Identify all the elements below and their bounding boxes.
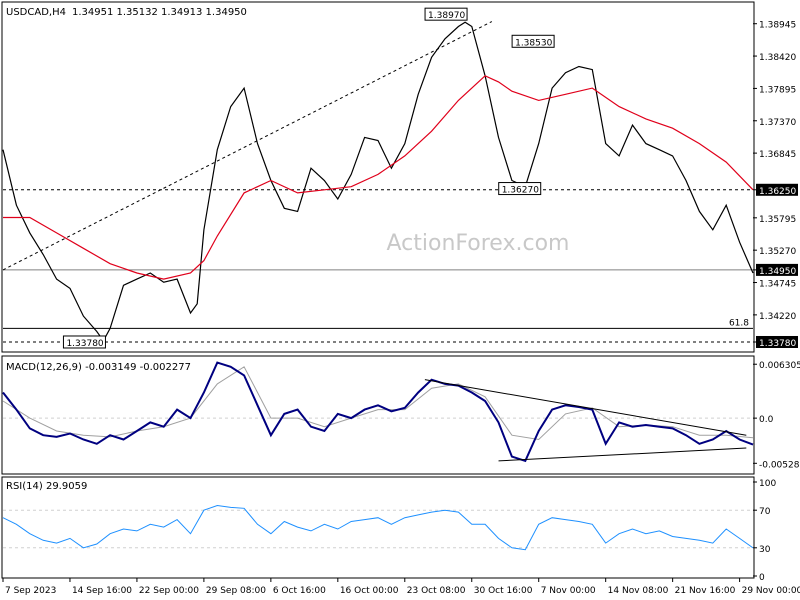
price-y-tick-label: 1.35795 <box>759 215 796 225</box>
price-line <box>2 21 754 342</box>
price-trendline <box>2 21 493 271</box>
price-annotations: 1.38970 1.38530 1.36270 1.33780 <box>62 7 555 349</box>
macd-trendline <box>424 379 747 436</box>
rsi-y-tick-label: 30 <box>759 545 771 555</box>
rsi-series-group <box>2 504 754 551</box>
price-y-tick-label-box <box>756 263 798 276</box>
price-series-group <box>2 21 754 342</box>
macd-y-tick-label: 0.0 <box>759 415 774 425</box>
rsi-panel-frame <box>1 476 755 579</box>
x-tick-label: 23 Oct 08:00 <box>407 586 466 596</box>
price-annotation-box <box>511 34 555 48</box>
macd-y-tick-label: -0.005283 <box>759 460 800 470</box>
price-y-tick-label-box <box>756 335 798 348</box>
macd-trendline <box>498 447 747 462</box>
price-annotation-label: 1.38530 <box>515 38 552 48</box>
x-axis: 7 Sep 2023 14 Sep 16:00 22 Sep 00:00 29 Sep… <box>2 578 800 596</box>
header-symbol: USDCAD,H4 <box>6 7 66 18</box>
price-annotation-box <box>498 182 542 196</box>
x-tick-label: 29 Nov 00:00 <box>742 586 800 596</box>
macd-title: MACD(12,26,9) -0.003149 -0.002277 <box>6 362 191 373</box>
macd-axis: 0.006305 0.0 -0.005283 <box>3 361 800 470</box>
chart-header: USDCAD,H4 1.34951 1.35132 1.34913 1.34950 <box>6 7 247 18</box>
price-y-tick-label: 1.34220 <box>759 312 796 322</box>
price-annotation-box <box>424 7 468 21</box>
price-annotation-label: 1.38970 <box>428 11 465 21</box>
x-tick-label: 16 Oct 00:00 <box>340 586 399 596</box>
price-y-tick-label: 1.34950 <box>759 267 796 277</box>
price-y-tick-label: 1.36845 <box>759 150 796 160</box>
x-tick-label: 21 Nov 16:00 <box>675 586 736 596</box>
macd-series-group <box>2 361 754 463</box>
price-annotation-box <box>62 335 106 349</box>
watermark: ActionForex.com <box>387 231 570 256</box>
rsi-y-tick-label: 70 <box>759 507 771 517</box>
price-y-tick-label: 1.38420 <box>759 53 796 63</box>
moving-average-line <box>3 75 754 280</box>
macd-y-tick-label: 0.006305 <box>759 361 800 371</box>
price-y-tick-label: 1.33780 <box>759 339 796 349</box>
price-panel-frame <box>1 1 755 353</box>
rsi-title: RSI(14) 29.9059 <box>6 481 87 492</box>
price-y-tick-label: 1.37370 <box>759 118 796 128</box>
price-trendline-dotted <box>2 21 493 271</box>
x-tick-label: 14 Nov 08:00 <box>608 586 669 596</box>
x-tick-label: 7 Sep 2023 <box>5 586 56 596</box>
macd-panel-frame <box>1 355 755 475</box>
x-tick-label: 30 Oct 16:00 <box>474 586 533 596</box>
rsi-line <box>2 504 754 551</box>
rsi-y-tick-label: 0 <box>759 573 765 583</box>
x-tick-label: 22 Sep 00:00 <box>139 586 199 596</box>
rsi-axis: 100 70 30 0 <box>3 479 776 583</box>
price-y-tick-label: 1.36250 <box>759 187 796 197</box>
macd-trendlines <box>424 379 747 462</box>
price-y-tick-label-box <box>756 183 798 196</box>
price-y-tick-label: 1.38945 <box>759 21 796 31</box>
price-axis: 1.38945 1.38420 1.37895 1.37370 1.36845 1.362… <box>753 21 798 349</box>
price-annotation-label: 1.33780 <box>66 339 103 349</box>
price-y-tick-label: 1.34745 <box>759 280 796 290</box>
rsi-y-tick-label: 100 <box>759 479 776 489</box>
x-tick-label: 14 Sep 16:00 <box>72 586 132 596</box>
x-tick-label: 29 Sep 08:00 <box>206 586 266 596</box>
price-y-tick-label: 1.35270 <box>759 247 796 257</box>
price-annotation-label: 1.36270 <box>502 186 539 196</box>
macd-line <box>2 361 754 463</box>
x-tick-label: 7 Nov 00:00 <box>541 586 596 596</box>
x-tick-label: 6 Oct 16:00 <box>273 586 326 596</box>
price-y-tick-label: 1.37895 <box>759 85 796 95</box>
fib-level-label: 61.8 <box>729 318 749 328</box>
header-ohlc: 1.34951 1.35132 1.34913 1.34950 <box>72 7 247 18</box>
